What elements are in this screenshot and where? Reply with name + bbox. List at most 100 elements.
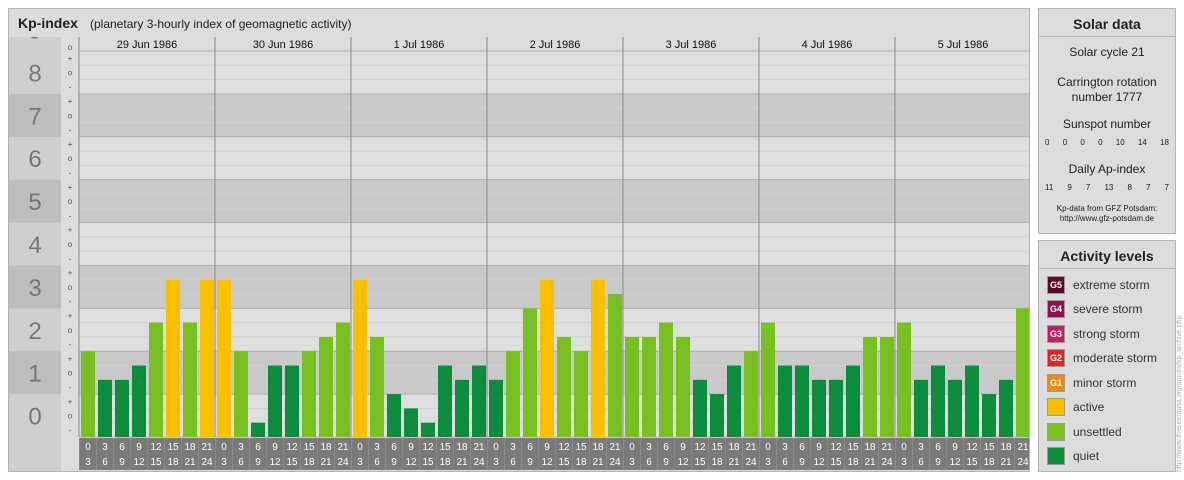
x-slot-start: 15	[167, 442, 179, 453]
x-slot-end: 9	[663, 457, 669, 468]
kp-bar	[744, 351, 758, 437]
x-slot-cell	[794, 438, 810, 470]
y-minor-tick: o	[68, 111, 73, 120]
kp-bar	[404, 408, 418, 437]
x-slot-start: 15	[983, 442, 995, 453]
x-slot-cell	[114, 438, 130, 470]
x-slot-end: 18	[711, 457, 723, 468]
y-band	[9, 308, 61, 352]
y-band	[9, 179, 61, 223]
sunspot-values: 0 0 0 0 10 14 18	[1045, 138, 1169, 147]
x-slot-start: 3	[510, 442, 516, 453]
data-credit-link[interactable]: http://www.gfz-potsdam.de	[1059, 214, 1155, 223]
source-url[interactable]: http://www.thesierrausa.org/aurora/kp_ar…	[1176, 315, 1183, 472]
y-minor-tick: o	[68, 68, 73, 77]
y-tick-label: 6	[28, 146, 41, 173]
kp-bar	[557, 336, 571, 437]
x-slot-end: 24	[201, 457, 213, 468]
level-moderate-storm: G2 moderate storm	[1047, 349, 1157, 368]
solar-data-panel: Solar data Solar cycle 21 Carrington rot…	[1038, 8, 1176, 234]
y-minor-tick: -	[69, 211, 72, 220]
x-slot-cell	[369, 438, 385, 470]
y-minor-tick: o	[68, 154, 73, 163]
x-slot-start: 6	[663, 442, 669, 453]
x-slot-cell	[1015, 438, 1029, 470]
x-slot-cell	[811, 438, 827, 470]
y-minor-tick: +	[68, 354, 73, 363]
kp-bar	[625, 336, 639, 437]
plot-band	[79, 93, 1029, 137]
x-slot-start: 18	[184, 442, 196, 453]
x-slot-cell	[675, 438, 691, 470]
legend-label: strong storm	[1073, 326, 1140, 341]
legend-label: extreme storm	[1073, 277, 1150, 292]
y-tick-label: 8	[28, 60, 41, 87]
y-minor-tick: +	[68, 97, 73, 106]
x-slot-end: 3	[357, 457, 363, 468]
day-label: 5 Jul 1986	[938, 39, 989, 51]
x-slot-start: 0	[357, 442, 363, 453]
legend-swatch: G4	[1047, 300, 1065, 318]
x-slot-cell	[165, 438, 181, 470]
kp-bar	[455, 379, 469, 437]
x-slot-end: 18	[847, 457, 859, 468]
ap-value: 9	[1067, 183, 1072, 192]
kp-bar	[608, 294, 622, 437]
y-minor-tick: -	[69, 426, 72, 435]
x-slot-start: 15	[575, 442, 587, 453]
x-slot-cell	[267, 438, 283, 470]
x-slot-end: 15	[694, 457, 706, 468]
x-slot-start: 3	[918, 442, 924, 453]
x-slot-end: 3	[901, 457, 907, 468]
kp-bar	[982, 394, 996, 437]
x-slot-end: 3	[85, 457, 91, 468]
kp-bar	[846, 365, 860, 437]
day-label: 3 Jul 1986	[666, 39, 717, 51]
x-slot-cell	[301, 438, 317, 470]
y-minor-tick: +	[68, 269, 73, 278]
y-minor-tick: -	[69, 169, 72, 178]
data-credit: Kp-data from GFZ Potsdam:	[1056, 204, 1158, 213]
x-slot-start: 12	[966, 442, 978, 453]
x-slot-start: 15	[847, 442, 859, 453]
y-tick-label: 4	[28, 232, 41, 259]
kp-bar	[251, 422, 265, 437]
x-slot-cell	[692, 438, 708, 470]
x-slot-start: 6	[527, 442, 533, 453]
legend-swatch	[1047, 422, 1065, 441]
legend-label: severe storm	[1073, 302, 1143, 316]
x-slot-end: 18	[983, 457, 995, 468]
x-slot-start: 18	[728, 442, 740, 453]
x-slot-end: 3	[493, 457, 499, 468]
sunspot-value: 18	[1160, 138, 1169, 147]
x-slot-cell	[556, 438, 572, 470]
y-band	[9, 394, 61, 437]
chart-subtitle: (planetary 3-hourly index of geomagnetic…	[90, 17, 352, 31]
x-slot-cell	[522, 438, 538, 470]
kp-bar	[489, 379, 503, 437]
kp-bar	[574, 351, 588, 437]
kp-bar	[914, 379, 928, 437]
legend-label: quiet	[1073, 449, 1100, 463]
kp-bar	[353, 279, 367, 437]
x-slot-cell	[250, 438, 266, 470]
y-minor-tick: o	[68, 369, 73, 378]
x-slot-cell	[199, 438, 215, 470]
day-label: 1 Jul 1986	[394, 39, 445, 51]
kp-bar	[268, 365, 282, 437]
x-slot-cell	[760, 438, 776, 470]
x-slot-cell	[318, 438, 334, 470]
x-slot-start: 6	[799, 442, 805, 453]
x-slot-end: 6	[918, 457, 924, 468]
x-slot-start: 21	[745, 442, 757, 453]
plot-band	[79, 179, 1029, 223]
legend-label: active	[1073, 400, 1105, 414]
x-slot-cell	[607, 438, 623, 470]
x-slot-start: 6	[255, 442, 261, 453]
y-minor-tick: o	[68, 197, 73, 206]
x-slot-start: 18	[592, 442, 604, 453]
level-strong-storm: G3 strong storm	[1047, 324, 1140, 343]
y-tick-label: 0	[28, 404, 41, 431]
kp-bar	[948, 379, 962, 437]
x-slot-end: 12	[405, 457, 417, 468]
